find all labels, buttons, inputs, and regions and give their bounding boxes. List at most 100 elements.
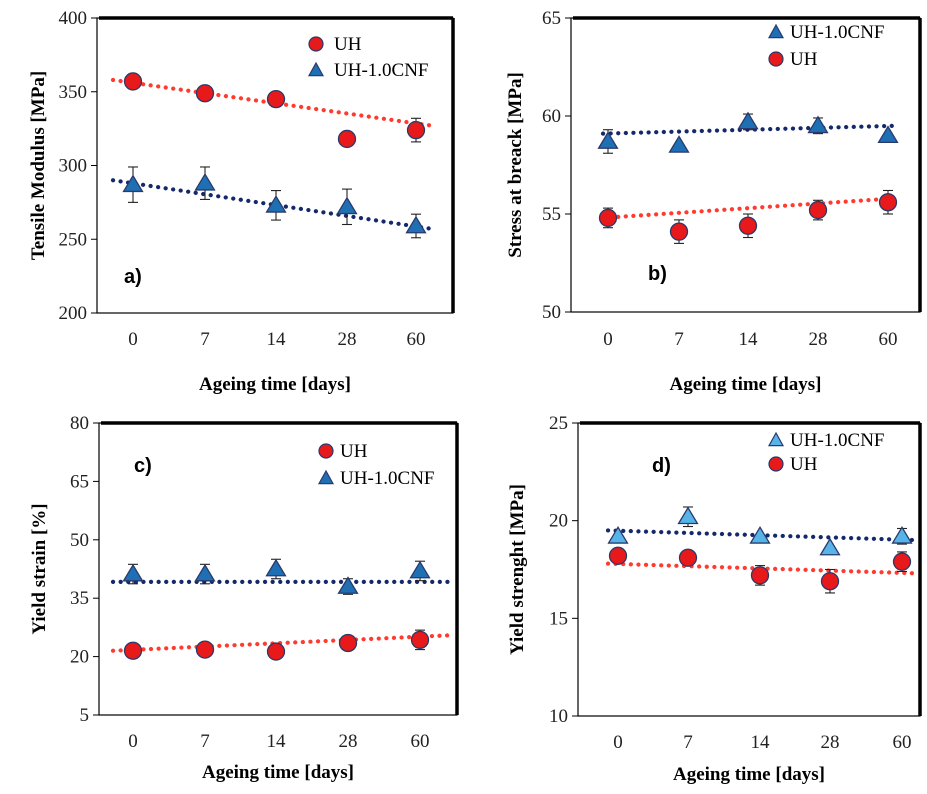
data-point-uh xyxy=(123,72,143,91)
x-axis-title: Ageing time [days] xyxy=(673,764,825,785)
y-tick-label: 65 xyxy=(542,8,561,29)
trend-line-uh xyxy=(110,633,455,653)
x-tick-label: 28 xyxy=(809,329,828,350)
data-point-uh xyxy=(338,633,358,653)
trend-line-uh xyxy=(600,196,898,221)
plot-area xyxy=(96,17,454,314)
data-point-cnf xyxy=(405,215,427,234)
x-axis-title: Ageing time [days] xyxy=(670,374,822,395)
x-axis-title: Ageing time [days] xyxy=(202,762,354,783)
x-tick-label: 0 xyxy=(128,329,138,350)
data-point-cnf xyxy=(122,563,144,582)
y-tick-label: 250 xyxy=(59,229,88,250)
chart-panel-2: 50 55 60 65 0 7 14 28 60 Ageing time [days] Stress… xyxy=(505,8,922,395)
data-point-cnf xyxy=(409,560,431,579)
x-tick-label: 60 xyxy=(893,732,912,753)
x-tick-label: 60 xyxy=(407,329,426,350)
data-point-cnf xyxy=(891,526,913,544)
legend-marker-uh xyxy=(768,456,784,472)
data-point-cnf xyxy=(819,537,841,556)
y-tick-label: 300 xyxy=(59,156,88,177)
x-tick-label: 0 xyxy=(613,732,623,753)
legend-label: UH xyxy=(334,34,362,55)
x-tick-label: 60 xyxy=(411,731,430,752)
x-tick-label: 60 xyxy=(879,329,898,350)
legend-marker-uh xyxy=(308,36,324,52)
legend-marker-uh xyxy=(318,443,334,459)
legend-marker-cnf xyxy=(317,469,335,485)
y-tick-label: 60 xyxy=(542,106,561,127)
x-tick-label: 14 xyxy=(751,732,771,753)
legend-label: UH-1.0CNF xyxy=(790,430,884,451)
trend-line-cnf xyxy=(605,528,921,543)
y-axis-title: Yield strenght [MPa] xyxy=(507,484,528,655)
data-point-cnf xyxy=(597,131,619,149)
x-tick-label: 14 xyxy=(739,329,759,350)
data-point-uh xyxy=(892,552,912,571)
y-tick-label: 15 xyxy=(549,608,568,629)
data-point-uh xyxy=(195,84,215,103)
y-tick-label: 20 xyxy=(549,511,568,532)
x-axis-title: Ageing time [days] xyxy=(199,374,351,395)
data-point-uh xyxy=(598,208,618,228)
data-point-uh xyxy=(878,193,898,212)
legend-label: UH-1.0CNF xyxy=(790,22,884,43)
plot-area xyxy=(570,17,921,313)
y-tick-label: 80 xyxy=(70,413,89,434)
x-tick-label: 0 xyxy=(603,329,613,350)
data-point-cnf xyxy=(607,526,629,544)
data-point-cnf xyxy=(194,172,216,191)
data-point-cnf xyxy=(737,111,759,130)
plot-area xyxy=(577,422,921,717)
y-tick-label: 65 xyxy=(70,471,89,492)
data-point-uh xyxy=(750,566,770,585)
data-point-uh xyxy=(738,216,758,235)
chart-panel-4: 10 15 20 25 0 7 14 28 60 Ageing time [days] Yield … xyxy=(507,413,922,785)
legend-marker-cnf xyxy=(307,61,325,77)
data-point-cnf xyxy=(265,558,287,577)
y-axis-title: Yield strain [%] xyxy=(29,503,50,634)
legend-marker-cnf xyxy=(767,23,785,39)
legend-label: UH xyxy=(340,441,368,462)
data-point-cnf xyxy=(668,135,690,153)
y-tick-label: 350 xyxy=(59,82,88,103)
data-point-uh xyxy=(266,89,286,109)
data-point-uh xyxy=(820,572,840,591)
y-tick-label: 50 xyxy=(70,530,89,551)
data-point-cnf xyxy=(807,115,829,134)
panel-label: a) xyxy=(124,266,142,288)
y-axis-title: Stress at breack [MPa] xyxy=(505,72,526,258)
legend-label: UH-1.0CNF xyxy=(334,60,428,81)
x-tick-label: 7 xyxy=(200,329,210,350)
legend-marker-cnf xyxy=(767,431,785,447)
y-tick-label: 10 xyxy=(549,706,568,727)
y-tick-label: 35 xyxy=(70,588,89,609)
data-point-cnf xyxy=(677,506,699,525)
x-tick-label: 14 xyxy=(267,731,287,752)
x-tick-label: 14 xyxy=(267,329,287,350)
data-point-cnf xyxy=(194,563,216,582)
y-tick-label: 20 xyxy=(70,647,89,668)
x-tick-label: 7 xyxy=(683,732,693,753)
y-tick-label: 50 xyxy=(542,302,561,323)
legend-label: UH xyxy=(790,454,818,475)
trend-line-uh xyxy=(605,561,921,576)
data-point-uh xyxy=(266,642,286,661)
chart-panel-1: 200 250 300 350 400 0 7 14 28 60 Ageing time [days… xyxy=(28,8,455,395)
data-point-uh xyxy=(123,641,143,660)
y-tick-label: 55 xyxy=(542,204,561,225)
legend-marker-uh xyxy=(768,51,784,67)
data-point-uh xyxy=(808,200,828,220)
data-point-cnf xyxy=(877,125,899,144)
panel-label: b) xyxy=(648,263,667,285)
x-tick-label: 7 xyxy=(674,329,684,350)
data-point-uh xyxy=(669,222,689,241)
data-point-cnf xyxy=(749,526,771,544)
data-point-cnf xyxy=(337,576,359,594)
y-tick-label: 200 xyxy=(59,303,88,324)
data-point-cnf xyxy=(265,195,287,213)
data-point-uh xyxy=(195,640,215,659)
legend-label: UH-1.0CNF xyxy=(340,468,434,489)
chart-panel-3: 5 20 35 50 65 80 0 7 14 28 60 Ageing time [days] Yie… xyxy=(29,413,459,783)
